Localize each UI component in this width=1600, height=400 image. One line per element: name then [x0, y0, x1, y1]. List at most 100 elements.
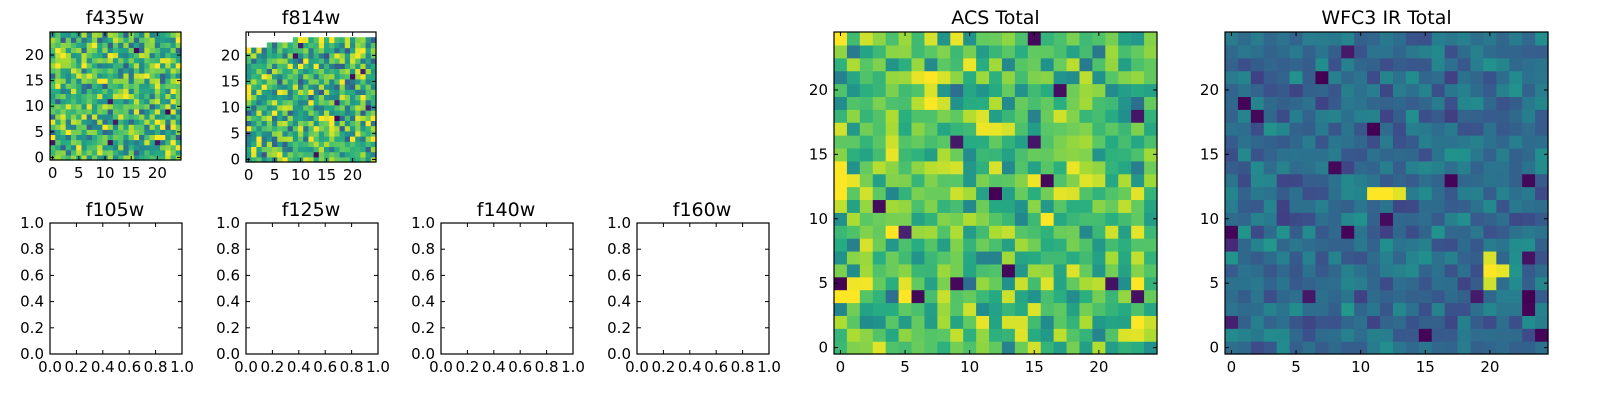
heatmap-cell [344, 94, 351, 101]
heatmap-cell [937, 341, 951, 355]
heatmap-cell [86, 124, 93, 130]
heatmap-cell [160, 72, 166, 79]
heatmap-cell [1418, 44, 1433, 59]
heatmap-cell [1457, 57, 1472, 72]
heatmap-cell [65, 83, 72, 89]
heatmap-cell [365, 78, 372, 85]
heatmap-cell [1118, 250, 1132, 265]
heatmap-cell [1392, 70, 1407, 85]
heatmap-cell [1380, 186, 1394, 201]
heatmap-cell [86, 154, 93, 161]
heatmap-cell [1131, 44, 1145, 59]
heatmap-cell [1522, 289, 1536, 304]
heatmap-cell [149, 93, 156, 100]
heatmap-cell [144, 42, 151, 48]
heatmap-cell [1431, 83, 1446, 97]
heatmap-cell [365, 136, 372, 142]
heatmap-cell [1237, 122, 1252, 136]
heatmap-cell [272, 130, 278, 137]
heatmap-cell [859, 225, 874, 239]
heatmap-cell [1341, 315, 1355, 329]
heatmap-cell [1354, 83, 1368, 97]
heatmap-cell [1118, 135, 1132, 149]
heatmap-cell [308, 47, 315, 54]
heatmap-cell [885, 199, 900, 213]
heatmap-cell [118, 129, 124, 135]
heatmap-cell [872, 135, 887, 149]
heatmap-cell [1392, 212, 1407, 226]
heatmap-cell [1276, 160, 1291, 175]
heatmap-cell [246, 136, 252, 142]
heatmap-cell [1535, 147, 1549, 162]
heatmap-cell [872, 199, 887, 213]
heatmap-cell [91, 103, 98, 110]
heatmap-cell [1276, 250, 1291, 265]
heatmap-cell [261, 136, 268, 142]
heatmap-cell [97, 83, 103, 89]
heatmap-cell [976, 147, 990, 162]
heatmap-cell [1354, 44, 1368, 59]
heatmap-cell [298, 42, 304, 49]
heatmap-cell [1001, 315, 1016, 329]
heatmap-cell [1444, 341, 1459, 355]
heatmap-cell [1367, 186, 1381, 201]
heatmap-cell [144, 103, 151, 110]
heatmap-cell [1522, 238, 1536, 252]
heatmap-cell [1367, 109, 1381, 123]
heatmap-cell [1444, 44, 1459, 59]
heatmap-cell [1328, 250, 1342, 265]
heatmap-cell [370, 125, 377, 132]
heatmap-cell [60, 42, 67, 48]
heatmap-cell [60, 57, 67, 64]
heatmap-cell [1483, 135, 1497, 149]
heatmap-cell [834, 199, 848, 213]
heatmap-cell [846, 96, 861, 110]
heatmap-cell [112, 78, 119, 84]
axes-frame [49, 222, 183, 355]
heatmap-cell [989, 32, 1003, 46]
heatmap-cell [1315, 83, 1329, 97]
heatmap-cell [76, 83, 83, 89]
heatmap-cell [165, 47, 172, 54]
heatmap-cell [1225, 135, 1239, 149]
heatmap-cell [1418, 199, 1433, 213]
heatmap-cell [246, 120, 252, 127]
heatmap-cell [1225, 96, 1239, 110]
heatmap-cell [976, 289, 990, 304]
heatmap-cell [334, 151, 341, 158]
heatmap-cell [86, 42, 93, 48]
heatmap-cell [277, 94, 283, 101]
heatmap-cell [1457, 147, 1472, 162]
heatmap-cell [60, 93, 67, 100]
heatmap-cell [1289, 160, 1304, 175]
heatmap-cell [1405, 173, 1420, 188]
heatmap-cell [1066, 70, 1081, 85]
heatmap-cell [1431, 341, 1446, 355]
heatmap-cell [1092, 341, 1106, 355]
heatmap-cell [308, 68, 315, 75]
heatmap-cell [329, 110, 335, 116]
heatmap-cell [251, 151, 257, 158]
heatmap-cell [898, 96, 913, 110]
heatmap-cell [1053, 147, 1068, 162]
heatmap-cell [133, 57, 140, 64]
heatmap-cell [160, 113, 166, 120]
heatmap-cell [308, 151, 315, 158]
heatmap-cell [81, 62, 88, 69]
heatmap-cell [1380, 70, 1394, 85]
heatmap-cell [1276, 302, 1291, 316]
heatmap-cell [277, 156, 283, 163]
heatmap-cell [303, 89, 309, 95]
heatmap-cell [112, 129, 119, 135]
heatmap-cell [989, 328, 1003, 342]
heatmap-cell [144, 113, 151, 120]
heatmap-cell [365, 73, 372, 80]
heatmap-cell [1237, 315, 1252, 329]
heatmap-cell [118, 134, 124, 141]
y-tick-label-0p4: 0.4 [607, 293, 631, 311]
heatmap-cell [1289, 328, 1304, 342]
heatmap-cell [1431, 199, 1446, 213]
heatmap-cell [1237, 289, 1252, 304]
